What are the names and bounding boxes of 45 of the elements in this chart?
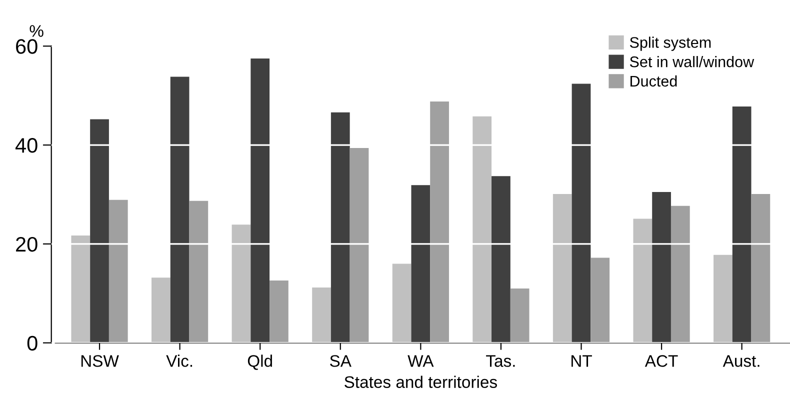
y-tick-label: 20 xyxy=(16,236,38,252)
y-tick-label: 40 xyxy=(15,138,38,153)
x-tick-label: Tas. xyxy=(486,355,515,367)
bar xyxy=(670,206,690,343)
x-tick-label: NT xyxy=(572,355,592,367)
bar xyxy=(633,218,652,343)
bar xyxy=(270,280,288,343)
bar xyxy=(108,200,128,343)
x-tick-label: SA xyxy=(330,355,352,367)
bar xyxy=(312,287,331,343)
bar xyxy=(552,194,572,343)
bar xyxy=(652,192,671,343)
bar xyxy=(71,236,90,343)
y-tick-label: 60 xyxy=(16,39,38,54)
y-axis-title: % xyxy=(30,25,44,37)
bar xyxy=(232,224,251,343)
bar xyxy=(430,102,449,343)
bar xyxy=(330,112,350,343)
bar xyxy=(510,288,530,343)
bar xyxy=(572,84,591,343)
legend-label: Ducted xyxy=(630,75,677,87)
legend-label: Set in wall/window xyxy=(630,56,754,68)
bar xyxy=(170,76,190,343)
x-axis-title: States and territories xyxy=(344,376,497,388)
x-tick-label: ACT xyxy=(644,355,678,367)
bar xyxy=(472,116,492,343)
bar xyxy=(732,106,752,343)
y-tick-label: 0 xyxy=(27,336,38,351)
bar xyxy=(411,185,430,343)
bar xyxy=(492,176,510,343)
bar xyxy=(392,264,412,343)
bar xyxy=(350,148,369,343)
bar xyxy=(751,194,770,343)
legend-label: Split system xyxy=(630,36,711,51)
x-tick-label: Aust. xyxy=(722,355,760,367)
x-tick-label: Vic. xyxy=(166,354,192,367)
bar xyxy=(250,58,270,343)
x-tick-label: Qld xyxy=(248,354,272,370)
x-tick-label: NSW xyxy=(81,355,119,367)
x-tick-label: WA xyxy=(408,355,434,367)
bar xyxy=(90,119,109,343)
bar xyxy=(189,200,208,343)
bar xyxy=(152,278,170,343)
bar xyxy=(714,254,732,343)
bar xyxy=(590,258,610,343)
